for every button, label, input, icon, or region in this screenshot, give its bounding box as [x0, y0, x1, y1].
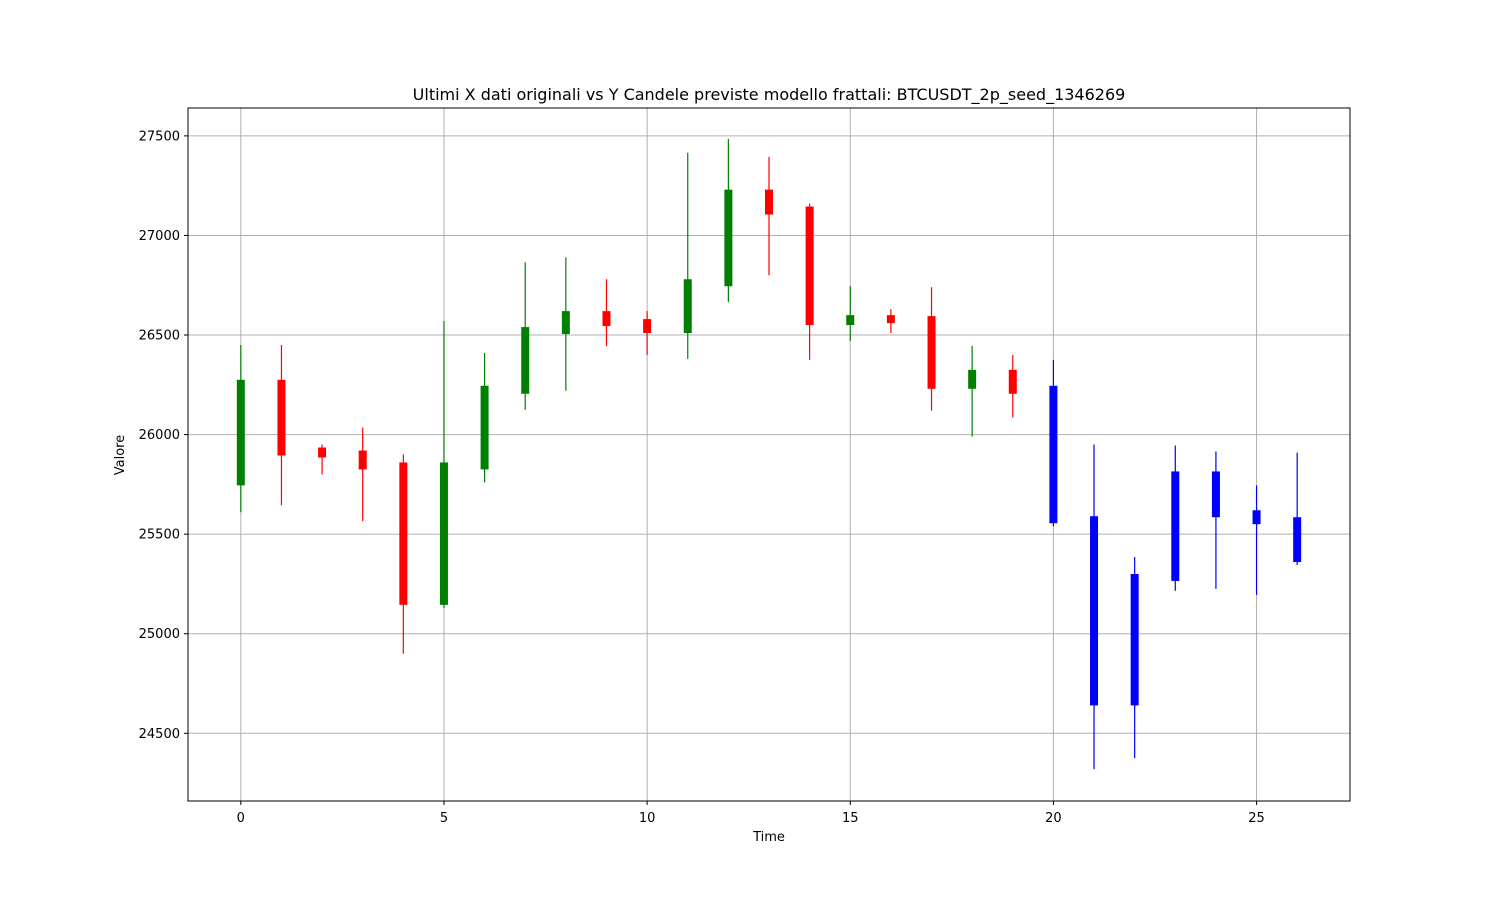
- candle-body: [1211, 471, 1220, 518]
- candle-body: [886, 315, 895, 324]
- candle: [683, 152, 692, 359]
- candle: [480, 352, 489, 483]
- candle: [561, 257, 570, 391]
- ticks: 0 5 10 15 20 25 24500 25000 25500 26000 26500 27000…: [139, 129, 1265, 826]
- y-tick-label: 24500: [139, 727, 180, 742]
- y-tick-label: 27500: [139, 129, 180, 144]
- candles: [236, 138, 1302, 770]
- candle: [318, 444, 327, 475]
- candle: [1049, 359, 1058, 527]
- candle: [724, 138, 733, 303]
- candle-body: [968, 369, 977, 389]
- x-axis-label: Time: [752, 830, 785, 845]
- candle-body: [602, 311, 611, 327]
- candle-body: [277, 379, 286, 456]
- candle-body: [765, 189, 773, 215]
- candle: [277, 344, 286, 506]
- candle-body: [1130, 573, 1139, 706]
- candle-body: [1171, 471, 1180, 581]
- candle-body: [805, 206, 814, 326]
- candle-body: [1090, 516, 1099, 706]
- candle-body: [480, 385, 489, 470]
- candle: [358, 427, 367, 522]
- x-tick-label: 15: [842, 811, 859, 826]
- candle-body: [724, 189, 733, 287]
- candle: [846, 286, 855, 341]
- candle-body: [236, 379, 245, 486]
- candle: [1171, 445, 1180, 591]
- candle: [805, 203, 814, 360]
- candle: [399, 454, 408, 654]
- x-tick-label: 10: [639, 811, 656, 826]
- candle: [1008, 354, 1017, 418]
- candle: [1252, 485, 1261, 595]
- candle: [521, 262, 530, 410]
- candle: [1130, 557, 1139, 759]
- candle-body: [318, 447, 327, 458]
- chart-title: Ultimi X dati originali vs Y Candele pre…: [413, 85, 1126, 105]
- candle-body: [1293, 517, 1302, 563]
- candle-body: [358, 450, 367, 470]
- candle-body: [846, 315, 855, 326]
- y-tick-label: 27000: [139, 229, 180, 244]
- candle-body: [439, 462, 448, 605]
- candle-body: [643, 319, 652, 334]
- x-tick-label: 5: [440, 811, 448, 826]
- candle-body: [1008, 369, 1017, 394]
- candle: [236, 344, 245, 513]
- candle: [1211, 451, 1220, 589]
- candle-body: [683, 279, 692, 334]
- x-tick-label: 20: [1045, 811, 1062, 826]
- candle: [439, 321, 448, 608]
- x-tick-label: 0: [237, 811, 245, 826]
- candle-body: [1252, 510, 1261, 525]
- y-axis-label: Valore: [113, 435, 128, 475]
- candle: [927, 287, 936, 411]
- y-tick-label: 25000: [139, 627, 180, 642]
- x-tick-label: 25: [1248, 811, 1265, 826]
- candle-body: [399, 462, 408, 605]
- candle-body: [927, 316, 936, 389]
- y-tick-label: 26500: [139, 329, 180, 344]
- candle-body: [521, 327, 530, 394]
- y-tick-label: 26000: [139, 428, 180, 443]
- candle: [765, 156, 773, 276]
- candle: [1090, 444, 1099, 770]
- y-tick-label: 25500: [139, 528, 180, 543]
- plot-frame: [187, 107, 1351, 802]
- candle-body: [1049, 385, 1058, 524]
- candle-body: [561, 311, 570, 335]
- candle: [968, 345, 977, 437]
- candle: [643, 311, 652, 355]
- candle: [1293, 452, 1302, 566]
- candle: [886, 309, 895, 334]
- candle: [602, 279, 611, 346]
